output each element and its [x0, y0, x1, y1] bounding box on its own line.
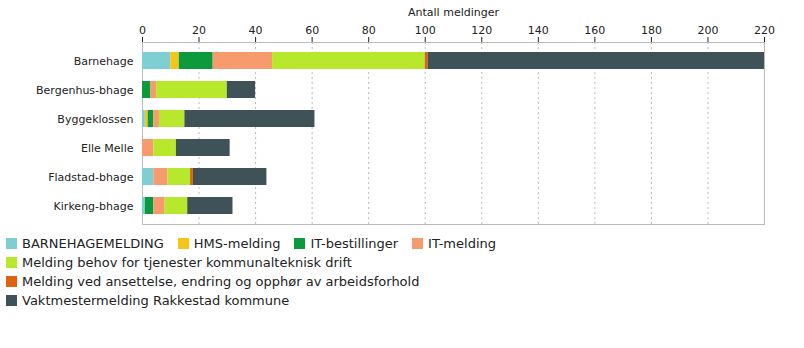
svg-text:220: 220: [754, 24, 775, 37]
html-text:IT-bestillinger: IT-bestillinger: [310, 236, 399, 251]
svg-text:Bergenhus-bhage: Bergenhus-bhage: [36, 84, 134, 97]
svg-text:160: 160: [584, 24, 605, 37]
svg-text:Antall meldinger: Antall meldinger: [408, 6, 499, 19]
svg-text:140: 140: [528, 24, 549, 37]
svg-text:0: 0: [139, 24, 146, 37]
svg-text:20: 20: [192, 24, 206, 37]
svg-text:Barnehage: Barnehage: [74, 55, 134, 68]
svg-text:180: 180: [641, 24, 662, 37]
html-text:HMS-melding: HMS-melding: [193, 236, 281, 251]
svg-text:Kirkeng-bhage: Kirkeng-bhage: [54, 200, 134, 213]
svg-text:40: 40: [249, 24, 263, 37]
svg-text:80: 80: [362, 24, 376, 37]
html-text:Melding ved ansettelse, endrin: Melding ved ansettelse, endring og opphø…: [22, 274, 420, 289]
svg-text:200: 200: [697, 24, 718, 37]
html-text:IT-melding: IT-melding: [428, 236, 496, 251]
svg-text:120: 120: [471, 24, 492, 37]
svg-text:Elle Melle: Elle Melle: [81, 142, 134, 155]
svg-text:Fladstad-bhage: Fladstad-bhage: [48, 171, 134, 184]
html-text:Vaktmestermelding Rakkestad ko: Vaktmestermelding Rakkestad kommune: [22, 293, 290, 308]
html-text:BARNEHAGEMELDING: BARNEHAGEMELDING: [22, 236, 164, 251]
svg-text:100: 100: [415, 24, 436, 37]
svg-text:60: 60: [305, 24, 319, 37]
html-text:Melding behov for tjenester ko: Melding behov for tjenester kommunaltekn…: [22, 255, 352, 270]
svg-text:Byggeklossen: Byggeklossen: [57, 113, 133, 126]
